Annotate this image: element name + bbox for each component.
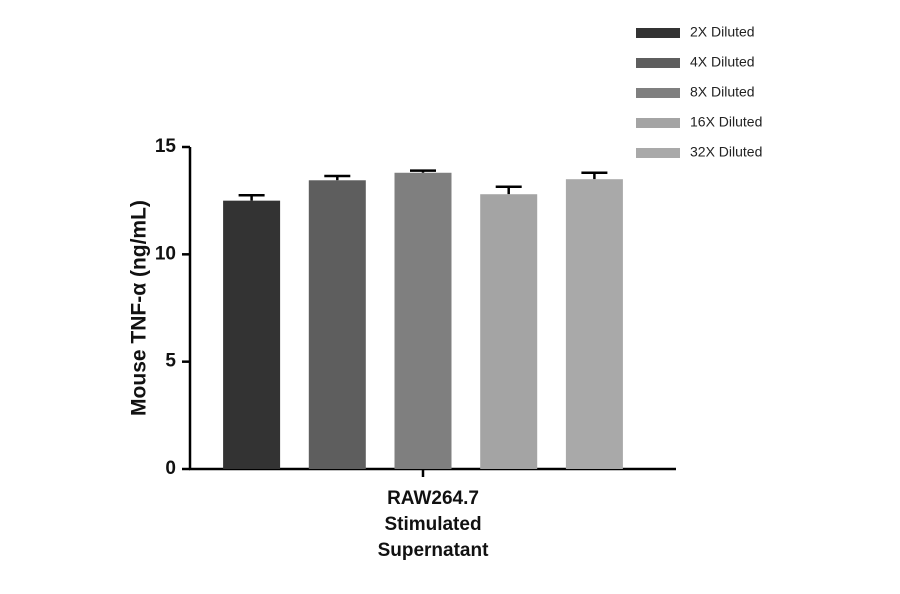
legend-swatch <box>636 148 680 158</box>
legend-label: 8X Diluted <box>690 84 755 100</box>
legend-swatch <box>636 28 680 38</box>
x-tick-label: RAW264.7 Stimulated Supernatant <box>377 488 489 561</box>
legend-label: 4X Diluted <box>690 54 755 70</box>
y-tick-label: 0 <box>165 458 176 479</box>
legend-swatch <box>636 58 680 68</box>
legend-label: 2X Diluted <box>690 24 755 40</box>
legend-swatch <box>636 118 680 128</box>
y-tick-label: 5 <box>165 351 176 372</box>
bar <box>480 194 538 469</box>
bar <box>223 200 281 469</box>
y-axis-title: Mouse TNF-α (ng/mL) <box>128 200 151 416</box>
legend-label: 16X Diluted <box>690 114 762 130</box>
bar <box>308 180 366 470</box>
legend-swatch <box>636 88 680 98</box>
y-tick-label: 15 <box>155 136 177 157</box>
bar <box>565 179 623 469</box>
bar <box>394 172 452 469</box>
y-tick-label: 10 <box>155 243 176 264</box>
legend-label: 32X Diluted <box>690 144 762 160</box>
